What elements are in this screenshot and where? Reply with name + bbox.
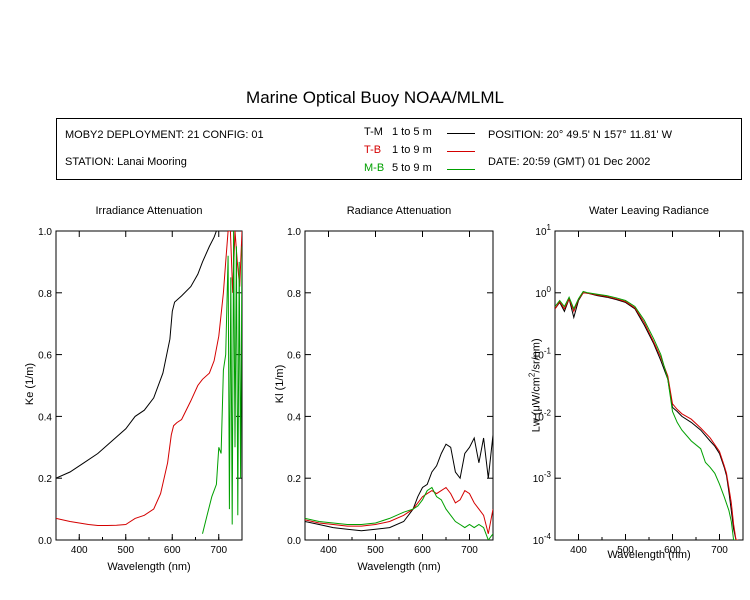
y-tick-label: 0.6 [38,351,52,362]
legend-range-tm: 1 to 5 m [392,126,432,138]
x-tick-label: 500 [617,545,634,556]
y-tick-label: 101 [535,223,551,238]
legend-line-mb [447,169,475,170]
legend-range-tb: 1 to 9 m [392,144,432,156]
x-tick-label: 400 [570,545,587,556]
series-line-tb [305,486,493,534]
xlabel-irradiance: Wavelength (nm) [107,561,191,573]
series-line-tm [555,292,739,540]
date-text: DATE: 20:59 (GMT) 01 Dec 2002 [488,156,651,168]
x-tick-label: 600 [664,545,681,556]
y-tick-label: 0.4 [38,412,52,423]
y-tick-label: 0.2 [38,474,52,485]
legend-line-tb [447,151,475,152]
y-tick-label: 0.8 [287,289,301,300]
x-tick-label: 400 [320,545,337,556]
x-tick-label: 600 [414,545,431,556]
legend-line-tm [447,133,475,134]
xlabel-water-leaving: Wavelength (nm) [607,549,691,561]
x-tick-label: 500 [117,545,134,556]
plot-frame [55,230,243,541]
series-line-mb [202,231,242,534]
x-tick-label: 700 [711,545,728,556]
chart-title: Marine Optical Buoy NOAA/MLML [246,88,504,107]
panel-title-irradiance: Irradiance Attenuation [95,205,203,217]
y-tick-label: 0.6 [287,351,301,362]
plot-frame [304,230,494,541]
panel-title-water-leaving: Water Leaving Radiance [588,205,710,217]
legend-code-tb: T-B [364,144,382,156]
y-tick-label: 0.2 [287,474,301,485]
series-line-mb [305,486,493,540]
y-tick-label: 1.0 [38,227,52,238]
x-tick-label: 700 [461,545,478,556]
y-tick-label: 10-1 [533,347,552,362]
x-tick-label: 500 [367,545,384,556]
y-tick-label: 0.4 [287,412,301,423]
legend-range-mb: 5 to 9 m [392,162,432,174]
panel-title-radiance: Radiance Attenuation [346,205,452,217]
info-box: MOBY2 DEPLOYMENT: 21 CONFIG: 01 STATION:… [56,118,742,180]
y-tick-label: 0.0 [38,536,52,547]
series-line-mb [555,290,736,540]
y-tick-label: 10-2 [533,408,552,423]
y-tick-label: 0.8 [38,289,52,300]
y-tick-label: 10-4 [533,532,552,547]
y-tick-label: 0.0 [287,536,301,547]
series-line-tm [56,231,219,479]
legend-code-tm: T-M [364,126,383,138]
series-line-tm [305,434,493,532]
y-tick-label: 10-3 [533,470,552,485]
station-text: STATION: Lanai Mooring [65,156,187,168]
series-line-tb [56,231,242,526]
x-tick-label: 400 [71,545,88,556]
xlabel-radiance: Wavelength (nm) [357,561,441,573]
plot-frame [554,230,744,541]
x-tick-label: 600 [164,545,181,556]
legend-code-mb: M-B [364,162,385,174]
deployment-text: MOBY2 DEPLOYMENT: 21 CONFIG: 01 [65,129,264,141]
position-text: POSITION: 20° 49.5' N 157° 11.81' W [488,129,672,141]
y-tick-label: 100 [535,285,551,300]
y-tick-label: 1.0 [287,227,301,238]
x-tick-label: 700 [210,545,227,556]
